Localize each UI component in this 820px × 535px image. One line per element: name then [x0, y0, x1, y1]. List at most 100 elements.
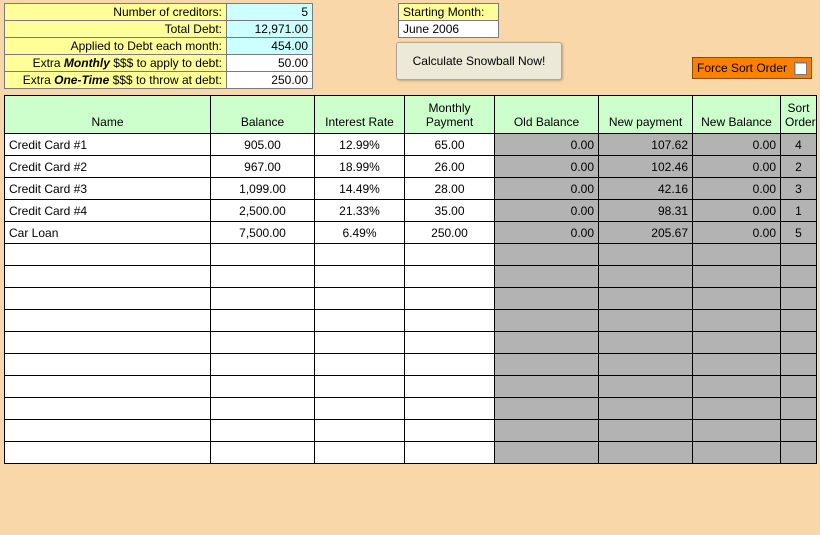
cell-sort-order[interactable] — [781, 310, 817, 332]
cell-old-balance: 0.00 — [495, 134, 599, 156]
cell-name[interactable] — [5, 310, 211, 332]
cell-name[interactable] — [5, 244, 211, 266]
cell-balance[interactable]: 1,099.00 — [211, 178, 315, 200]
cell-name[interactable]: Credit Card #1 — [5, 134, 211, 156]
cell-sort-order[interactable] — [781, 244, 817, 266]
cell-interest[interactable] — [315, 376, 405, 398]
cell-monthly-payment[interactable] — [405, 332, 495, 354]
cell-monthly-payment[interactable] — [405, 310, 495, 332]
table-row-empty — [5, 244, 817, 266]
cell-monthly-payment[interactable] — [405, 398, 495, 420]
cell-new-payment — [599, 310, 693, 332]
cell-monthly-payment[interactable]: 250.00 — [405, 222, 495, 244]
cell-name[interactable] — [5, 442, 211, 464]
cell-monthly-payment[interactable] — [405, 266, 495, 288]
cell-new-balance — [693, 442, 781, 464]
cell-sort-order[interactable] — [781, 266, 817, 288]
cell-interest[interactable] — [315, 354, 405, 376]
cell-sort-order[interactable]: 4 — [781, 134, 817, 156]
cell-balance[interactable]: 967.00 — [211, 156, 315, 178]
cell-sort-order[interactable] — [781, 376, 817, 398]
summary-value-creditors[interactable]: 5 — [227, 4, 313, 21]
cell-interest[interactable] — [315, 244, 405, 266]
cell-balance[interactable]: 905.00 — [211, 134, 315, 156]
cell-interest[interactable] — [315, 310, 405, 332]
cell-interest[interactable]: 12.99% — [315, 134, 405, 156]
cell-balance[interactable] — [211, 310, 315, 332]
force-sort-order-button[interactable]: Force Sort Order — [692, 57, 812, 79]
cell-monthly-payment[interactable] — [405, 420, 495, 442]
cell-interest[interactable] — [315, 442, 405, 464]
cell-name[interactable]: Car Loan — [5, 222, 211, 244]
cell-monthly-payment[interactable] — [405, 354, 495, 376]
table-row-empty — [5, 288, 817, 310]
cell-sort-order[interactable] — [781, 354, 817, 376]
cell-balance[interactable]: 7,500.00 — [211, 222, 315, 244]
cell-monthly-payment[interactable] — [405, 288, 495, 310]
cell-sort-order[interactable] — [781, 288, 817, 310]
summary-value-extra-onetime[interactable]: 250.00 — [227, 72, 313, 89]
force-sort-checkbox[interactable] — [794, 62, 807, 75]
cell-sort-order[interactable]: 2 — [781, 156, 817, 178]
cell-sort-order[interactable]: 1 — [781, 200, 817, 222]
summary-label: Applied to Debt each month: — [5, 38, 227, 55]
cell-new-balance: 0.00 — [693, 222, 781, 244]
cell-sort-order[interactable] — [781, 332, 817, 354]
cell-monthly-payment[interactable] — [405, 442, 495, 464]
cell-balance[interactable] — [211, 288, 315, 310]
cell-name[interactable] — [5, 354, 211, 376]
cell-monthly-payment[interactable]: 35.00 — [405, 200, 495, 222]
cell-balance[interactable] — [211, 398, 315, 420]
cell-interest[interactable] — [315, 398, 405, 420]
cell-name[interactable] — [5, 398, 211, 420]
cell-name[interactable] — [5, 420, 211, 442]
cell-interest[interactable] — [315, 288, 405, 310]
cell-name[interactable]: Credit Card #4 — [5, 200, 211, 222]
summary-value-extra-monthly[interactable]: 50.00 — [227, 55, 313, 72]
cell-new-payment — [599, 354, 693, 376]
cell-new-balance — [693, 420, 781, 442]
cell-old-balance — [495, 266, 599, 288]
calculate-snowball-button[interactable]: Calculate Snowball Now! — [396, 42, 562, 80]
cell-sort-order[interactable] — [781, 442, 817, 464]
cell-interest[interactable] — [315, 332, 405, 354]
cell-monthly-payment[interactable]: 26.00 — [405, 156, 495, 178]
cell-interest[interactable] — [315, 266, 405, 288]
grid-header-row: Name Balance Interest Rate MonthlyPaymen… — [5, 96, 817, 134]
cell-balance[interactable] — [211, 244, 315, 266]
cell-name[interactable]: Credit Card #3 — [5, 178, 211, 200]
cell-interest[interactable]: 18.99% — [315, 156, 405, 178]
cell-balance[interactable] — [211, 266, 315, 288]
table-row: Credit Card #2967.0018.99%26.000.00102.4… — [5, 156, 817, 178]
summary-value-total-debt: 12,971.00 — [227, 21, 313, 38]
cell-sort-order[interactable] — [781, 420, 817, 442]
cell-name[interactable] — [5, 266, 211, 288]
cell-monthly-payment[interactable] — [405, 376, 495, 398]
cell-balance[interactable] — [211, 332, 315, 354]
cell-monthly-payment[interactable]: 28.00 — [405, 178, 495, 200]
cell-balance[interactable]: 2,500.00 — [211, 200, 315, 222]
cell-interest[interactable]: 14.49% — [315, 178, 405, 200]
cell-balance[interactable] — [211, 354, 315, 376]
cell-sort-order[interactable] — [781, 398, 817, 420]
cell-name[interactable] — [5, 332, 211, 354]
top-panel: Number of creditors: 5 Total Debt: 12,97… — [0, 0, 820, 95]
cell-new-payment — [599, 442, 693, 464]
cell-interest[interactable]: 21.33% — [315, 200, 405, 222]
col-header-old-balance: Old Balance — [495, 96, 599, 134]
cell-name[interactable]: Credit Card #2 — [5, 156, 211, 178]
cell-name[interactable] — [5, 376, 211, 398]
col-header-sort-order: SortOrder — [781, 96, 817, 134]
cell-sort-order[interactable]: 3 — [781, 178, 817, 200]
cell-interest[interactable] — [315, 420, 405, 442]
cell-interest[interactable]: 6.49% — [315, 222, 405, 244]
cell-sort-order[interactable]: 5 — [781, 222, 817, 244]
starting-month-value[interactable]: June 2006 — [399, 21, 499, 38]
cell-monthly-payment[interactable] — [405, 244, 495, 266]
col-header-monthly-payment: MonthlyPayment — [405, 96, 495, 134]
cell-name[interactable] — [5, 288, 211, 310]
cell-monthly-payment[interactable]: 65.00 — [405, 134, 495, 156]
cell-balance[interactable] — [211, 442, 315, 464]
cell-balance[interactable] — [211, 420, 315, 442]
cell-balance[interactable] — [211, 376, 315, 398]
